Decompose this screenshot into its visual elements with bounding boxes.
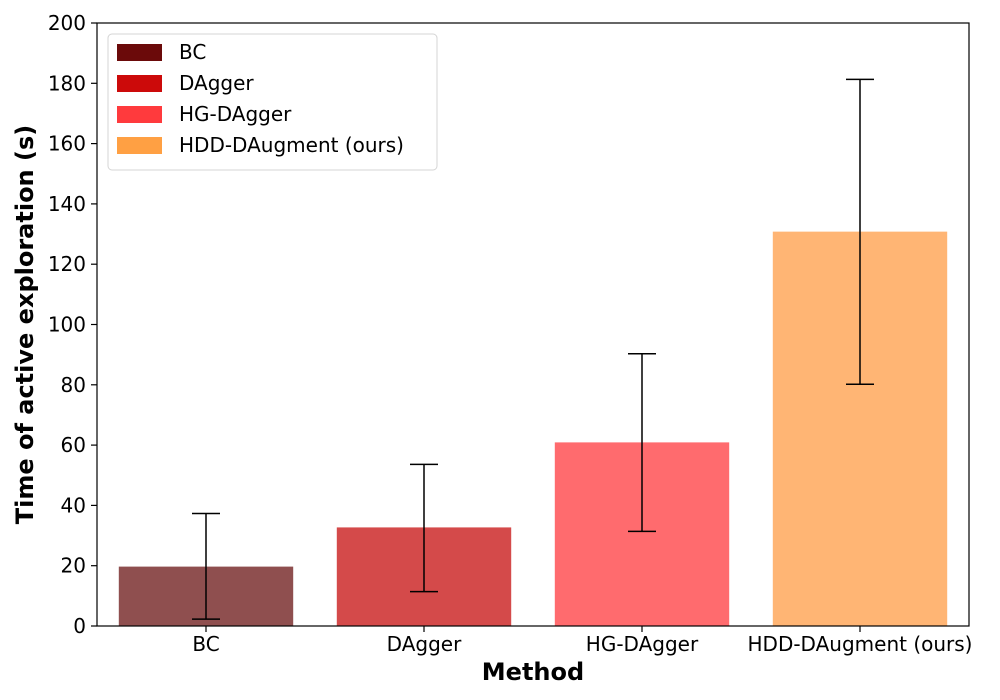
y-axis: 0 20 40 60 80 100 120 140 160 180 200 — [48, 11, 97, 638]
x-tick-label-1: DAgger — [387, 632, 462, 656]
y-tick-label-8: 160 — [48, 132, 86, 156]
y-tick-label-5: 100 — [48, 313, 86, 337]
y-axis-title: Time of active exploration (s) — [11, 125, 39, 524]
legend-label-1: DAgger — [179, 71, 254, 95]
y-tick-label-9: 180 — [48, 71, 86, 95]
legend-label-3: HDD-DAugment (ours) — [179, 133, 404, 157]
y-tick-label-10: 200 — [48, 11, 86, 35]
x-tick-label-2: HG-DAgger — [586, 632, 699, 656]
legend-box — [107, 33, 438, 171]
legend-label-0: BC — [179, 40, 206, 64]
legend-swatch-0 — [117, 44, 162, 61]
error-bars-layer — [192, 78, 874, 620]
y-tick-label-7: 140 — [48, 192, 86, 216]
x-tick-label-3: HDD-DAugment (ours) — [748, 632, 973, 656]
bars-layer — [118, 231, 948, 626]
y-tick-label-0: 0 — [73, 614, 86, 638]
y-tick-label-6: 120 — [48, 252, 86, 276]
x-axis: BC DAgger HG-DAgger HDD-DAugment (ours) — [192, 626, 972, 656]
legend: BC DAgger HG-DAgger HDD-DAugment (ours) — [107, 33, 438, 171]
y-tick-label-1: 20 — [61, 554, 86, 578]
legend-swatch-2 — [117, 106, 162, 123]
legend-swatch-3 — [117, 137, 162, 154]
legend-label-2: HG-DAgger — [179, 102, 292, 126]
legend-swatch-1 — [117, 75, 162, 92]
y-tick-label-3: 60 — [61, 433, 86, 457]
y-tick-label-2: 40 — [61, 493, 86, 517]
y-tick-label-4: 80 — [61, 373, 86, 397]
x-axis-title: Method — [482, 658, 584, 686]
x-tick-label-0: BC — [192, 632, 219, 656]
